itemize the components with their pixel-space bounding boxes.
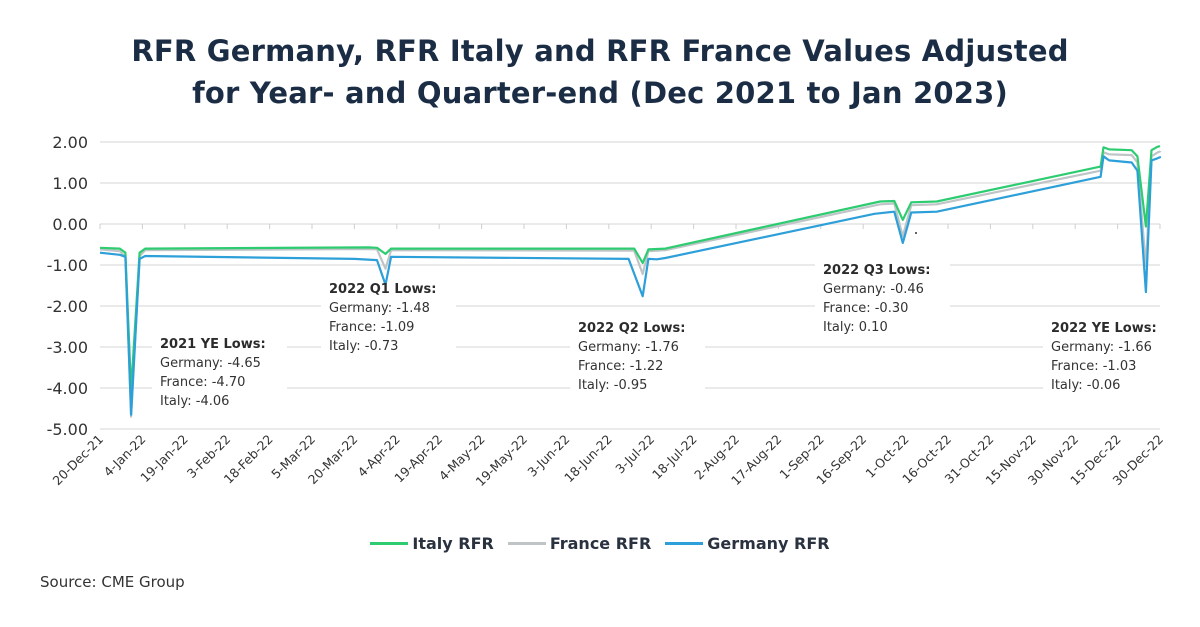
annotation-line: Germany: -1.66 (1051, 340, 1152, 355)
chart-title: RFR Germany, RFR Italy and RFR France Va… (0, 30, 1200, 114)
annotation-line: France: -4.70 (160, 375, 245, 390)
annotation-background (1043, 316, 1178, 396)
annotation-line: Germany: -1.76 (578, 340, 679, 355)
line-chart: 2.00 1.00 0.00 -1.00 -2.00 -3.00 -4.00 -5.00 20… (46, 133, 1178, 490)
annotation-line: Italy: -4.06 (160, 394, 229, 409)
annotation: 2022 Q3 Lows: Germany: -0.46 France: -0.30… (823, 263, 931, 335)
annotation-line: France: -1.09 (329, 320, 414, 335)
annotation-line: Germany: -4.65 (160, 356, 261, 371)
chart-title-line-2: for Year- and Quarter-end (Dec 2021 to J… (192, 76, 1008, 110)
y-tick-label: -1.00 (47, 256, 88, 275)
annotation-backgrounds (152, 258, 1178, 412)
y-tick-label: -2.00 (47, 297, 88, 316)
legend-label-france: France RFR (549, 534, 652, 553)
annotation: 2022 YE Lows: Germany: -1.66 France: -1.03… (1051, 321, 1157, 393)
annotation-line: Italy: -0.06 (1051, 378, 1120, 393)
annotation-title: 2021 YE Lows: (160, 337, 266, 352)
annotation-line: France: -1.22 (578, 359, 663, 374)
legend-label-italy: Italy RFR (412, 534, 494, 553)
series-line-germany-rfr (99, 155, 1162, 416)
annotation-background (152, 332, 287, 412)
annotation-line: Germany: -0.46 (823, 282, 924, 297)
y-tick-label: -4.00 (47, 379, 88, 398)
x-tick-label: 18-Jul-22 (649, 432, 700, 483)
annotation-title: 2022 Q3 Lows: (823, 263, 931, 278)
legend: Italy RFR France RFR Germany RFR (0, 534, 1200, 553)
legend-swatch-italy (370, 542, 409, 545)
legend-swatch-germany (665, 542, 704, 545)
legend-swatch-france (507, 542, 546, 545)
annotation-line: Italy: -0.73 (329, 339, 398, 354)
y-tick-label: -5.00 (47, 420, 88, 439)
y-tick-label: -3.00 (47, 338, 88, 357)
y-tick-label: 1.00 (52, 174, 88, 193)
x-tick-label: 20-Dec-21 (50, 432, 107, 489)
series-lines (99, 145, 1162, 418)
annotation-line: Italy: -0.95 (578, 378, 647, 393)
annotation: 2022 Q1 Lows: Germany: -1.48 France: -1.09… (329, 282, 437, 354)
y-axis: 2.00 1.00 0.00 -1.00 -2.00 -3.00 -4.00 -5.00 (47, 133, 88, 439)
annotation-line: France: -0.30 (823, 301, 908, 316)
stray-dot (915, 232, 917, 234)
series-line-italy-rfr (99, 145, 1161, 392)
annotation-title: 2022 YE Lows: (1051, 321, 1157, 336)
y-tick-label: 2.00 (52, 133, 88, 152)
y-tick-label: 0.00 (52, 215, 88, 234)
legend-item-italy[interactable]: Italy RFR (370, 534, 494, 553)
annotation-line: Italy: 0.10 (823, 320, 888, 335)
annotation-line: France: -1.03 (1051, 359, 1136, 374)
annotation-title: 2022 Q2 Lows: (578, 321, 686, 336)
annotation: 2022 Q2 Lows: Germany: -1.76 France: -1.22… (578, 321, 686, 393)
legend-item-germany[interactable]: Germany RFR (665, 534, 830, 553)
chart-title-line-1: RFR Germany, RFR Italy and RFR France Va… (131, 34, 1069, 68)
annotation: 2021 YE Lows: Germany: -4.65 France: -4.70… (160, 337, 266, 409)
annotation-background (321, 277, 456, 357)
annotation-background (815, 258, 950, 338)
annotations: 2021 YE Lows: Germany: -4.65 France: -4.70… (160, 263, 1157, 409)
annotation-line: Germany: -1.48 (329, 301, 430, 316)
source-note: Source: CME Group (40, 573, 185, 591)
legend-label-germany: Germany RFR (707, 534, 830, 553)
annotation-title: 2022 Q1 Lows: (329, 282, 437, 297)
annotation-background (570, 316, 705, 396)
legend-item-france[interactable]: France RFR (507, 534, 652, 553)
